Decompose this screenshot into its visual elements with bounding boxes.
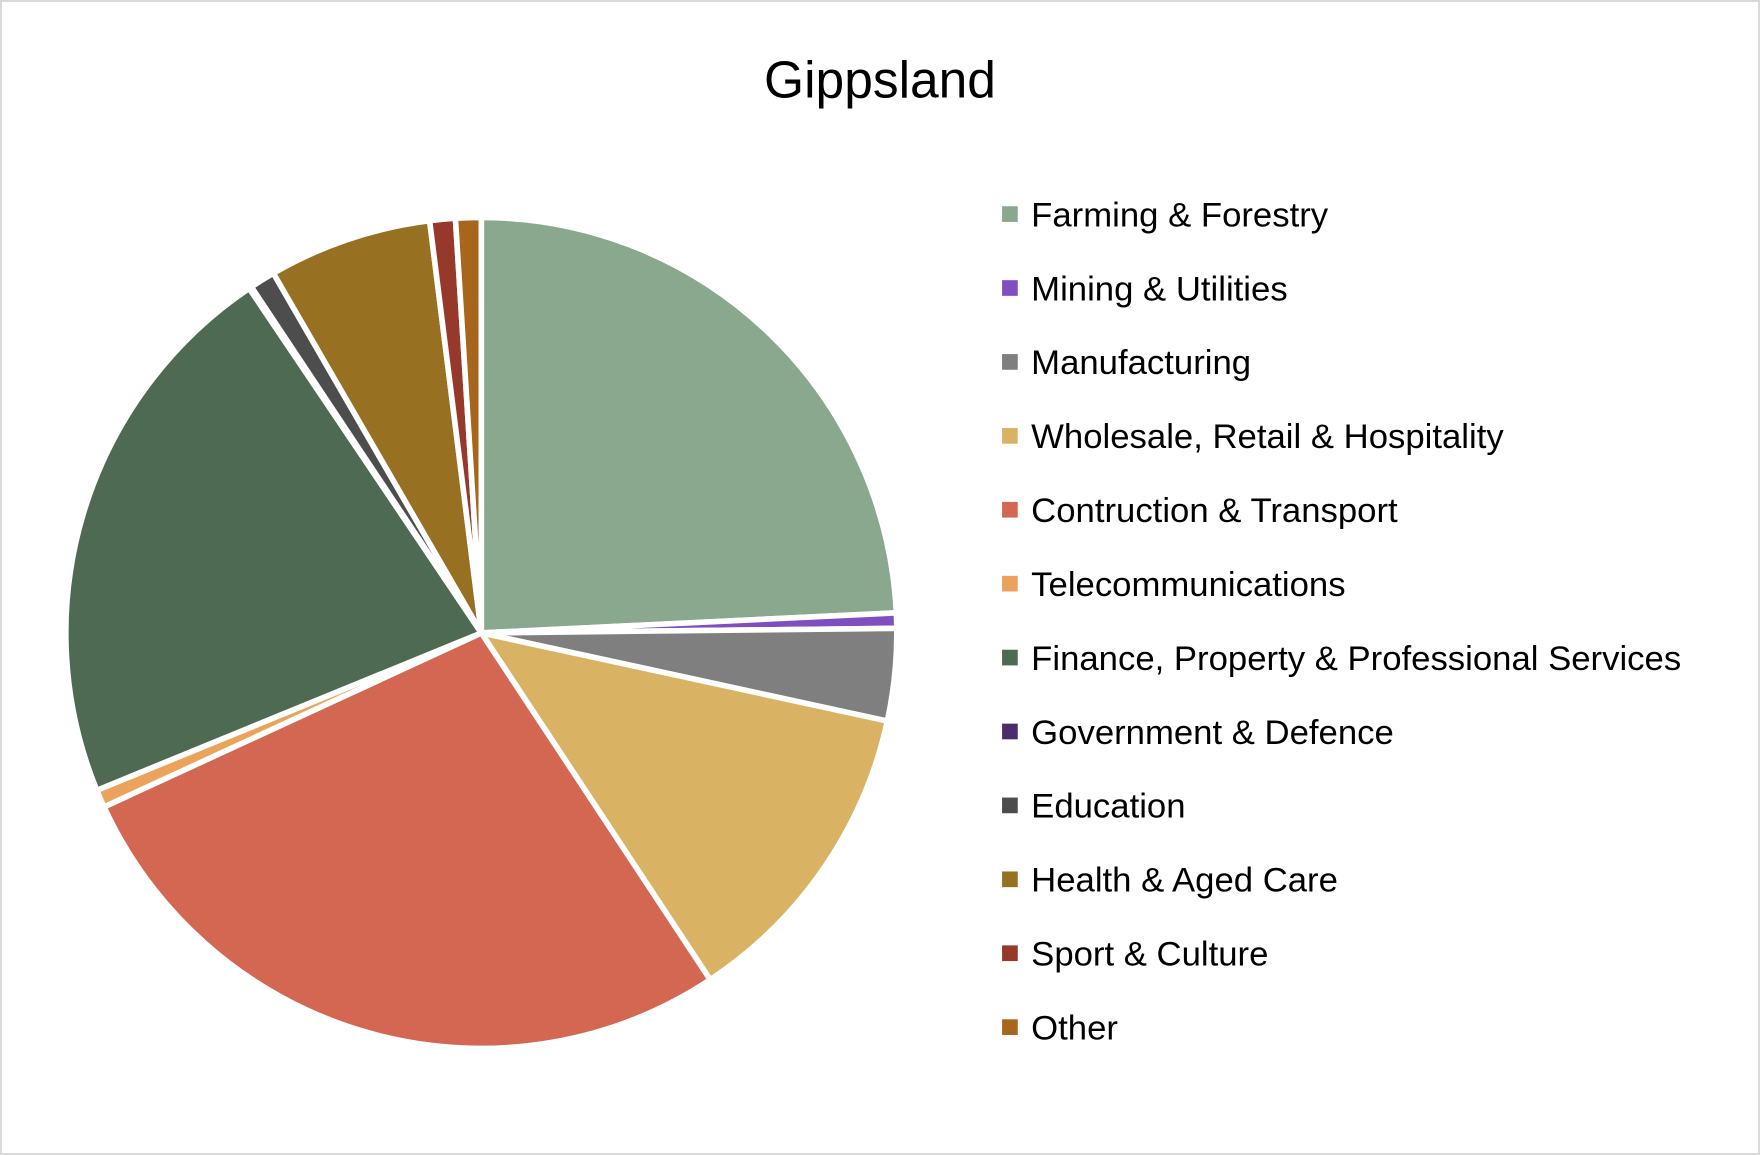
legend-item: Other (1002, 1009, 1118, 1047)
legend-swatch (1002, 206, 1018, 222)
chart-title: Gippsland (764, 51, 996, 109)
legend-item: Health & Aged Care (1002, 862, 1338, 900)
legend-swatch (1002, 945, 1018, 962)
legend-swatch (1002, 649, 1018, 666)
legend-label: Contruction & Transport (1031, 492, 1398, 530)
legend-item: Education (1002, 788, 1186, 826)
legend-item: Sport & Culture (1002, 936, 1268, 974)
legend-label: Manufacturing (1031, 344, 1251, 382)
legend-label: Wholesale, Retail & Hospitality (1031, 418, 1504, 456)
pie-slice-farming-forestry (478, 214, 900, 636)
pie-slices (63, 214, 900, 1052)
legend-item: Contruction & Transport (1002, 492, 1398, 530)
pie-slice-health-aged-care (270, 217, 485, 636)
pie-slice-other (452, 214, 485, 636)
legend-label: Other (1031, 1009, 1118, 1047)
legend-swatch (1002, 575, 1018, 592)
pie-slice-finance-property-professional-services (63, 285, 485, 794)
legend-swatch (1002, 427, 1018, 444)
legend-swatch (1002, 871, 1018, 888)
legend-label: Mining & Utilities (1031, 270, 1288, 308)
legend-label: Finance, Property & Professional Service… (1031, 640, 1681, 678)
legend-item: Telecommunications (1002, 566, 1346, 604)
legend-swatch (1002, 797, 1018, 814)
legend-label: Telecommunications (1031, 566, 1345, 604)
legend-label: Government & Defence (1031, 714, 1394, 752)
legend-swatch (1002, 354, 1018, 370)
legend-item: Government & Defence (1002, 714, 1394, 752)
legend-label: Farming & Forestry (1031, 196, 1329, 234)
legend-label: Health & Aged Care (1031, 862, 1338, 900)
legend-swatch (1002, 501, 1018, 518)
pie-slice-wholesale-retail-hospitality (478, 630, 891, 983)
legend-item: Wholesale, Retail & Hospitality (1002, 418, 1504, 456)
legend-swatch (1002, 280, 1018, 296)
legend: Farming & Forestry Mining & Utilities Manu… (1002, 196, 1681, 1047)
legend-label: Sport & Culture (1031, 936, 1268, 974)
legend-item: Mining & Utilities (1002, 270, 1288, 308)
legend-label: Education (1031, 788, 1185, 826)
legend-item: Manufacturing (1002, 344, 1251, 382)
legend-item: Finance, Property & Professional Service… (1002, 640, 1681, 678)
legend-item: Farming & Forestry (1002, 196, 1329, 234)
legend-swatch (1002, 723, 1018, 740)
legend-swatch (1002, 1019, 1018, 1035)
pie-slice-contruction-transport (101, 630, 713, 1052)
